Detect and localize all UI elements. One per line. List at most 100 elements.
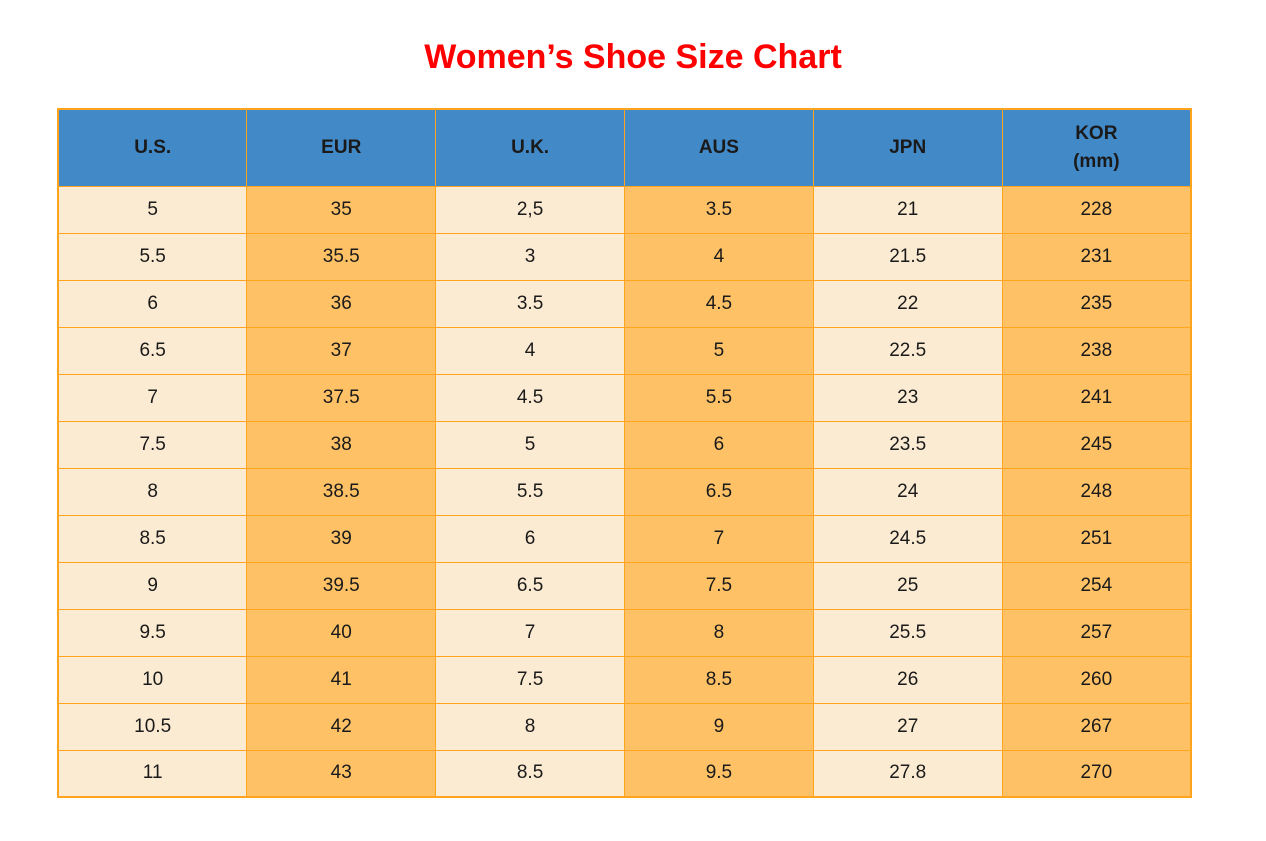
table-cell: 8.5	[435, 749, 625, 798]
table-cell: 8	[623, 608, 814, 657]
table-cell: 5	[623, 326, 814, 375]
table-body: 5 35 2,5 3.5 21 228 5.5 35.5 3 4 21.5 231 6 36 3.5 4.5 2…	[57, 185, 1192, 798]
table-cell: 7.5	[623, 561, 814, 610]
table-row: 10 41 7.5 8.5 26 260	[57, 655, 1192, 704]
table-cell: 7.5	[435, 655, 625, 704]
table-cell: 26	[812, 655, 1003, 704]
table-row: 9 39.5 6.5 7.5 25 254	[57, 561, 1192, 610]
table-cell: 4	[435, 326, 625, 375]
table-cell: 35.5	[246, 232, 437, 281]
table-cell: 8	[435, 702, 625, 751]
table-cell: 41	[246, 655, 437, 704]
size-table: U.S. EUR U.K. AUS JPN KOR (mm) 5 35 2,5 3.5 21 228…	[57, 108, 1192, 798]
table-cell: 9	[57, 561, 248, 610]
table-cell: 23.5	[812, 420, 1003, 469]
table-row: 11 43 8.5 9.5 27.8 270	[57, 749, 1192, 798]
column-header: U.S.	[57, 108, 248, 187]
table-cell: 3	[435, 232, 625, 281]
table-cell: 37.5	[246, 373, 437, 422]
table-cell: 7.5	[57, 420, 248, 469]
table-cell: 9.5	[623, 749, 814, 798]
table-row: 5.5 35.5 3 4 21.5 231	[57, 232, 1192, 281]
table-cell: 5.5	[623, 373, 814, 422]
table-cell: 3.5	[623, 185, 814, 234]
column-header: KOR (mm)	[1001, 108, 1192, 187]
table-row: 6.5 37 4 5 22.5 238	[57, 326, 1192, 375]
table-cell: 8	[57, 467, 248, 516]
table-cell: 21	[812, 185, 1003, 234]
table-cell: 10	[57, 655, 248, 704]
table-cell: 254	[1001, 561, 1192, 610]
table-cell: 7	[623, 514, 814, 563]
table-cell: 6	[623, 420, 814, 469]
table-cell: 36	[246, 279, 437, 328]
table-row: 10.5 42 8 9 27 267	[57, 702, 1192, 751]
table-cell: 5	[435, 420, 625, 469]
table-cell: 9.5	[57, 608, 248, 657]
table-cell: 3.5	[435, 279, 625, 328]
table-row: 8 38.5 5.5 6.5 24 248	[57, 467, 1192, 516]
table-row: 9.5 40 7 8 25.5 257	[57, 608, 1192, 657]
table-cell: 2,5	[435, 185, 625, 234]
table-cell: 9	[623, 702, 814, 751]
table-cell: 7	[57, 373, 248, 422]
table-cell: 11	[57, 749, 248, 798]
table-cell: 270	[1001, 749, 1192, 798]
table-cell: 5	[57, 185, 248, 234]
table-cell: 251	[1001, 514, 1192, 563]
table-cell: 5.5	[435, 467, 625, 516]
column-header: EUR	[246, 108, 437, 187]
page-title: Women’s Shoe Size Chart	[424, 38, 842, 76]
table-cell: 27.8	[812, 749, 1003, 798]
table-cell: 27	[812, 702, 1003, 751]
column-header: AUS	[623, 108, 814, 187]
table-header-row: U.S. EUR U.K. AUS JPN KOR (mm)	[57, 108, 1192, 187]
table-cell: 231	[1001, 232, 1192, 281]
table-cell: 235	[1001, 279, 1192, 328]
table-cell: 21.5	[812, 232, 1003, 281]
table-cell: 25.5	[812, 608, 1003, 657]
table-cell: 248	[1001, 467, 1192, 516]
table-cell: 257	[1001, 608, 1192, 657]
table-cell: 37	[246, 326, 437, 375]
table-cell: 43	[246, 749, 437, 798]
table-cell: 245	[1001, 420, 1192, 469]
table-cell: 35	[246, 185, 437, 234]
table-cell: 7	[435, 608, 625, 657]
table-cell: 24	[812, 467, 1003, 516]
table-row: 7 37.5 4.5 5.5 23 241	[57, 373, 1192, 422]
column-header: U.K.	[435, 108, 625, 187]
table-cell: 8.5	[623, 655, 814, 704]
table-row: 6 36 3.5 4.5 22 235	[57, 279, 1192, 328]
table-cell: 8.5	[57, 514, 248, 563]
table-row: 5 35 2,5 3.5 21 228	[57, 185, 1192, 234]
table-cell: 241	[1001, 373, 1192, 422]
table-cell: 42	[246, 702, 437, 751]
table-cell: 6.5	[623, 467, 814, 516]
table-cell: 4.5	[623, 279, 814, 328]
table-cell: 267	[1001, 702, 1192, 751]
table-cell: 22.5	[812, 326, 1003, 375]
table-row: 8.5 39 6 7 24.5 251	[57, 514, 1192, 563]
table-cell: 238	[1001, 326, 1192, 375]
table-cell: 38.5	[246, 467, 437, 516]
table-cell: 6.5	[57, 326, 248, 375]
table-cell: 228	[1001, 185, 1192, 234]
table-cell: 10.5	[57, 702, 248, 751]
table-cell: 40	[246, 608, 437, 657]
table-cell: 25	[812, 561, 1003, 610]
table-cell: 22	[812, 279, 1003, 328]
table-cell: 4	[623, 232, 814, 281]
table-row: 7.5 38 5 6 23.5 245	[57, 420, 1192, 469]
column-header: JPN	[812, 108, 1003, 187]
table-cell: 39.5	[246, 561, 437, 610]
table-head: U.S. EUR U.K. AUS JPN KOR (mm)	[57, 108, 1192, 187]
table-cell: 260	[1001, 655, 1192, 704]
table-cell: 5.5	[57, 232, 248, 281]
table-cell: 24.5	[812, 514, 1003, 563]
table-cell: 6	[57, 279, 248, 328]
table-cell: 6.5	[435, 561, 625, 610]
table-cell: 4.5	[435, 373, 625, 422]
table-cell: 39	[246, 514, 437, 563]
table-cell: 23	[812, 373, 1003, 422]
